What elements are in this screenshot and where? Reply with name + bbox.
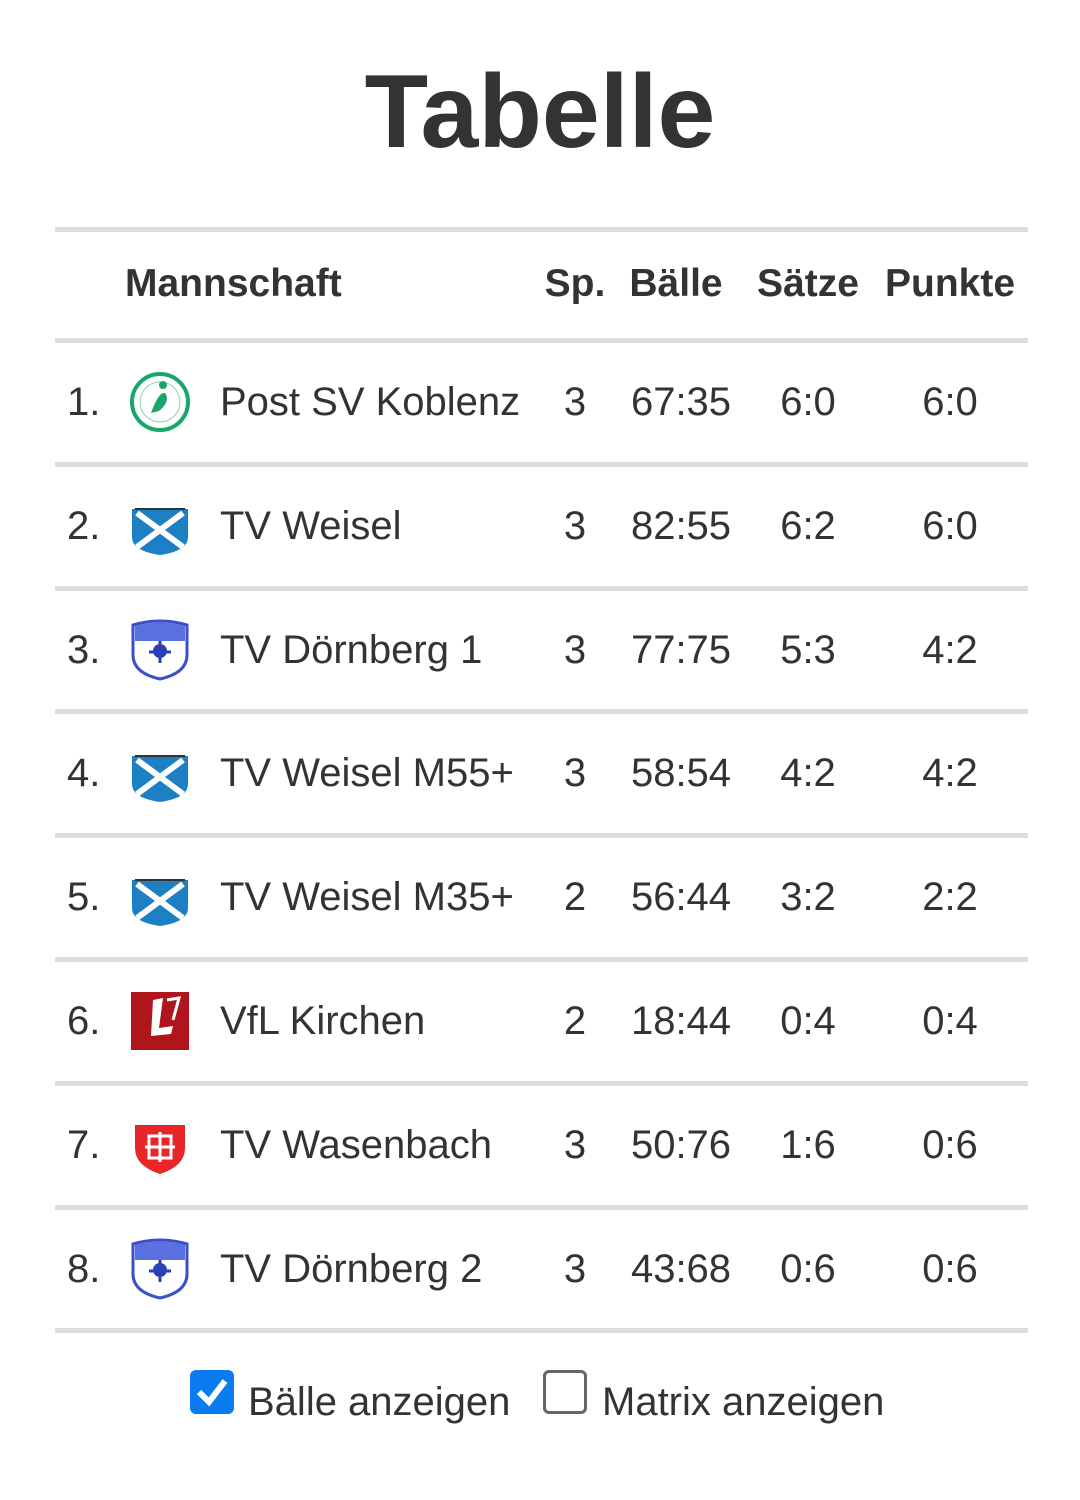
balls: 67:35 (630, 380, 732, 424)
row-divider (55, 1204, 1028, 1210)
row-divider (55, 1080, 1028, 1086)
column-header: Mannschaft (125, 262, 342, 305)
games: 3 (563, 503, 587, 548)
row-divider (55, 709, 1028, 715)
row-divider (55, 1328, 1028, 1334)
balls: 18:44 (630, 999, 732, 1043)
balls: 56:44 (630, 875, 732, 920)
games: 3 (563, 751, 587, 796)
balls: 50:76 (630, 1122, 732, 1167)
sets: 5:3 (780, 627, 836, 672)
games: 3 (563, 380, 587, 424)
team-logo (129, 742, 191, 804)
rank: 8. (67, 1246, 101, 1291)
team-name: VfL Kirchen (220, 999, 426, 1043)
games: 3 (563, 1122, 587, 1167)
rank: 2. (67, 503, 101, 548)
team-name: TV Weisel M35+ (220, 875, 514, 920)
points: 0:6 (922, 1246, 978, 1291)
team-logo (129, 619, 191, 681)
team-name: Post SV Koblenz (220, 380, 521, 424)
sets: 0:4 (780, 999, 836, 1043)
column-header: Sätze (757, 262, 859, 305)
sets: 0:6 (780, 1246, 836, 1291)
sets: 6:0 (780, 380, 836, 424)
team-name: TV Weisel M55+ (220, 751, 514, 796)
column-header: Bälle (629, 262, 723, 305)
team-logo (129, 371, 191, 433)
rank: 1. (67, 380, 101, 424)
games: 3 (563, 1246, 587, 1291)
points: 0:6 (922, 1122, 978, 1167)
points: 4:2 (922, 627, 978, 672)
team-logo (129, 1238, 191, 1300)
balls: 77:75 (630, 627, 732, 672)
sets: 4:2 (780, 751, 836, 796)
sets: 6:2 (780, 503, 836, 548)
team-logo (129, 990, 191, 1052)
row-divider (55, 833, 1028, 839)
row-divider (55, 338, 1028, 343)
rank: 5. (67, 875, 101, 920)
team-name: TV Weisel (220, 503, 402, 548)
checkbox[interactable] (543, 1370, 587, 1414)
row-divider (55, 585, 1028, 591)
points: 2:2 (922, 875, 978, 920)
page-title: Tabelle (364, 54, 716, 170)
balls: 43:68 (630, 1246, 732, 1291)
rank: 4. (67, 751, 101, 796)
rank: 6. (67, 999, 101, 1043)
sets: 3:2 (780, 875, 836, 920)
team-logo (129, 866, 191, 928)
points: 4:2 (922, 751, 978, 796)
points: 0:4 (922, 999, 978, 1043)
points: 6:0 (922, 503, 978, 548)
team-name: TV Dörnberg 1 (220, 627, 483, 672)
team-name: TV Dörnberg 2 (220, 1246, 483, 1291)
row-divider (55, 227, 1028, 232)
checkbox[interactable] (190, 1370, 234, 1414)
team-name: TV Wasenbach (220, 1122, 492, 1167)
row-divider (55, 957, 1028, 962)
row-divider (55, 461, 1028, 467)
checkbox-label[interactable]: Bälle anzeigen (248, 1380, 511, 1424)
sets: 1:6 (780, 1122, 836, 1167)
rank: 7. (67, 1122, 101, 1167)
balls: 82:55 (630, 503, 732, 548)
team-logo (129, 495, 191, 557)
points: 6:0 (922, 380, 978, 424)
checkbox-label[interactable]: Matrix anzeigen (602, 1380, 885, 1424)
games: 2 (563, 999, 587, 1043)
column-header: Punkte (884, 262, 1016, 305)
games: 2 (563, 875, 587, 920)
games: 3 (563, 627, 587, 672)
rank: 3. (67, 627, 101, 672)
team-logo (129, 1114, 191, 1176)
column-header: Sp. (544, 262, 606, 305)
balls: 58:54 (630, 751, 732, 796)
